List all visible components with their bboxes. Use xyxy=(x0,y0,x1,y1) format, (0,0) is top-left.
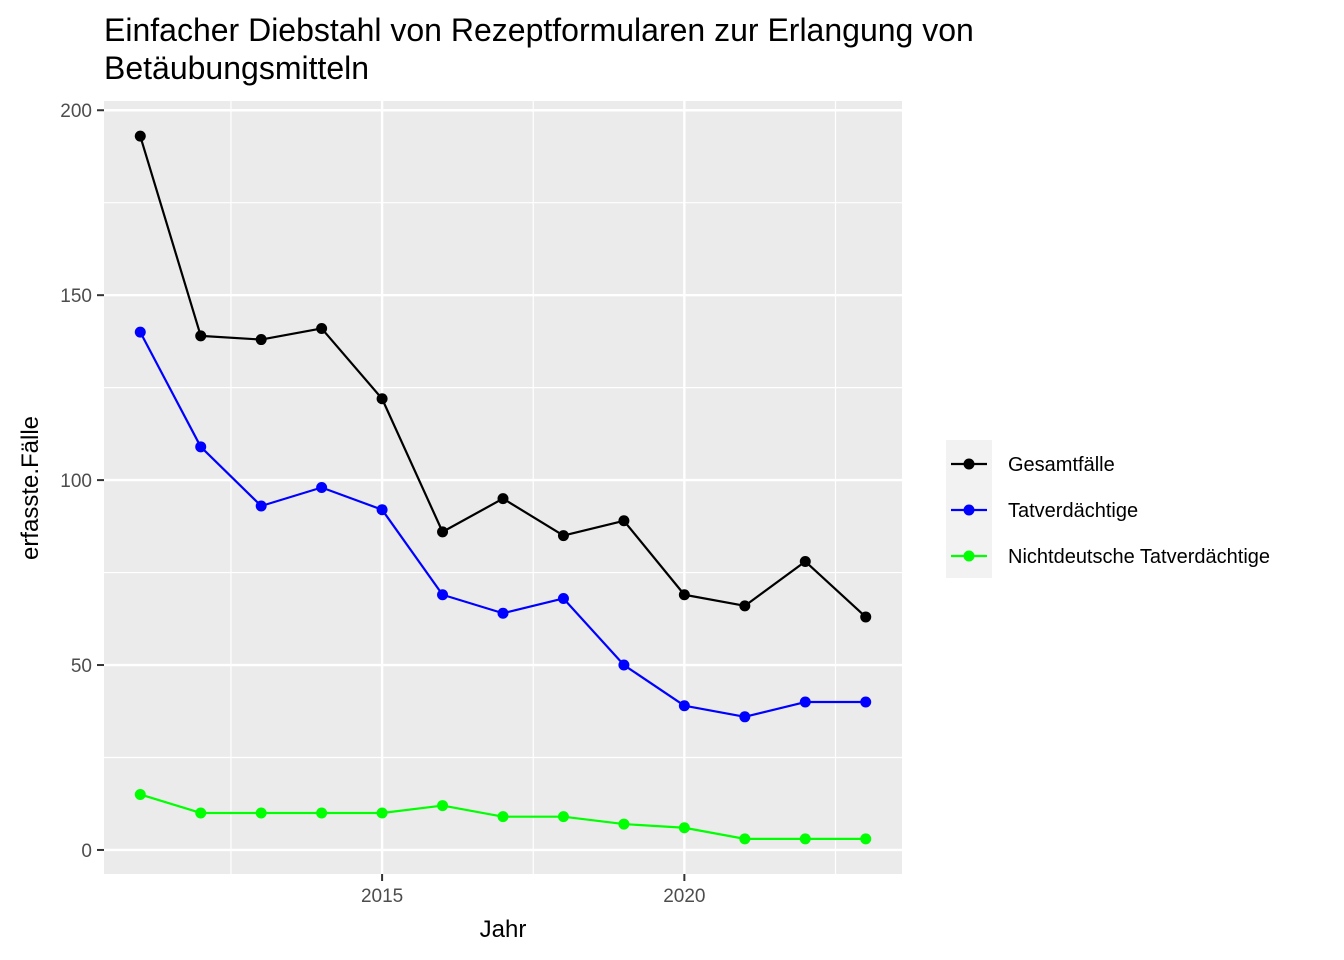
series-2 xyxy=(134,326,872,723)
data-point xyxy=(860,696,872,708)
legend-label: Nichtdeutsche Tatverdächtige xyxy=(1008,546,1270,568)
data-point xyxy=(618,515,630,527)
x-axis: 2015 2020 xyxy=(361,874,706,907)
data-point xyxy=(316,322,328,334)
series-1 xyxy=(134,130,872,623)
data-point xyxy=(255,334,267,346)
series-3 xyxy=(134,788,872,845)
legend-key-point xyxy=(963,458,975,470)
data-point xyxy=(437,526,449,538)
data-point xyxy=(497,811,509,823)
data-point xyxy=(860,833,872,845)
data-point xyxy=(739,711,751,723)
data-point xyxy=(678,700,690,712)
data-point xyxy=(739,833,751,845)
y-tick-label: 200 xyxy=(60,101,92,122)
data-point xyxy=(739,600,751,612)
y-axis-title: erfasste.Fälle xyxy=(17,416,44,560)
plot-panel xyxy=(104,101,902,874)
data-point xyxy=(497,493,509,505)
y-tick-label: 0 xyxy=(81,841,92,862)
series-layer xyxy=(134,130,872,845)
grid-major xyxy=(104,101,902,874)
y-tick-label: 100 xyxy=(60,471,92,492)
data-point xyxy=(195,807,207,819)
data-point xyxy=(195,441,207,453)
data-point xyxy=(799,696,811,708)
chart-title-line-2: Betäubungsmitteln xyxy=(104,50,369,86)
data-point xyxy=(557,530,569,542)
legend: Gesamtfälle Tatverdächtige Nichtdeutsche T… xyxy=(946,440,1270,578)
data-point xyxy=(255,500,267,512)
data-point xyxy=(557,592,569,604)
data-point xyxy=(437,589,449,601)
x-tick-label: 2020 xyxy=(663,886,705,907)
chart-title-line-1: Einfacher Diebstahl von Rezeptformularen… xyxy=(104,12,974,48)
data-point xyxy=(134,788,146,800)
legend-key-point xyxy=(963,504,975,516)
data-point xyxy=(618,659,630,671)
data-point xyxy=(799,555,811,567)
data-point xyxy=(860,611,872,623)
data-point xyxy=(255,807,267,819)
data-point xyxy=(195,330,207,342)
legend-label: Gesamtfälle xyxy=(1008,454,1115,476)
y-axis: 0 50 100 150 200 xyxy=(60,101,104,862)
chart-title: Einfacher Diebstahl von Rezeptformularen… xyxy=(104,12,974,86)
data-point xyxy=(678,589,690,601)
data-point xyxy=(134,326,146,338)
data-point xyxy=(557,811,569,823)
data-point xyxy=(134,130,146,142)
data-point xyxy=(799,833,811,845)
data-point xyxy=(376,504,388,516)
y-tick-label: 50 xyxy=(71,656,92,677)
data-point xyxy=(316,807,328,819)
legend-label: Tatverdächtige xyxy=(1008,500,1138,522)
data-point xyxy=(376,807,388,819)
legend-key-point xyxy=(963,550,975,562)
data-point xyxy=(376,393,388,405)
y-tick-label: 150 xyxy=(60,286,92,307)
data-point xyxy=(316,482,328,493)
data-point xyxy=(497,607,509,619)
x-tick-label: 2015 xyxy=(361,886,403,907)
data-point xyxy=(437,800,449,812)
data-point xyxy=(678,822,690,834)
data-point xyxy=(618,818,630,830)
grid-minor xyxy=(104,101,902,874)
x-axis-title: Jahr xyxy=(480,916,527,943)
